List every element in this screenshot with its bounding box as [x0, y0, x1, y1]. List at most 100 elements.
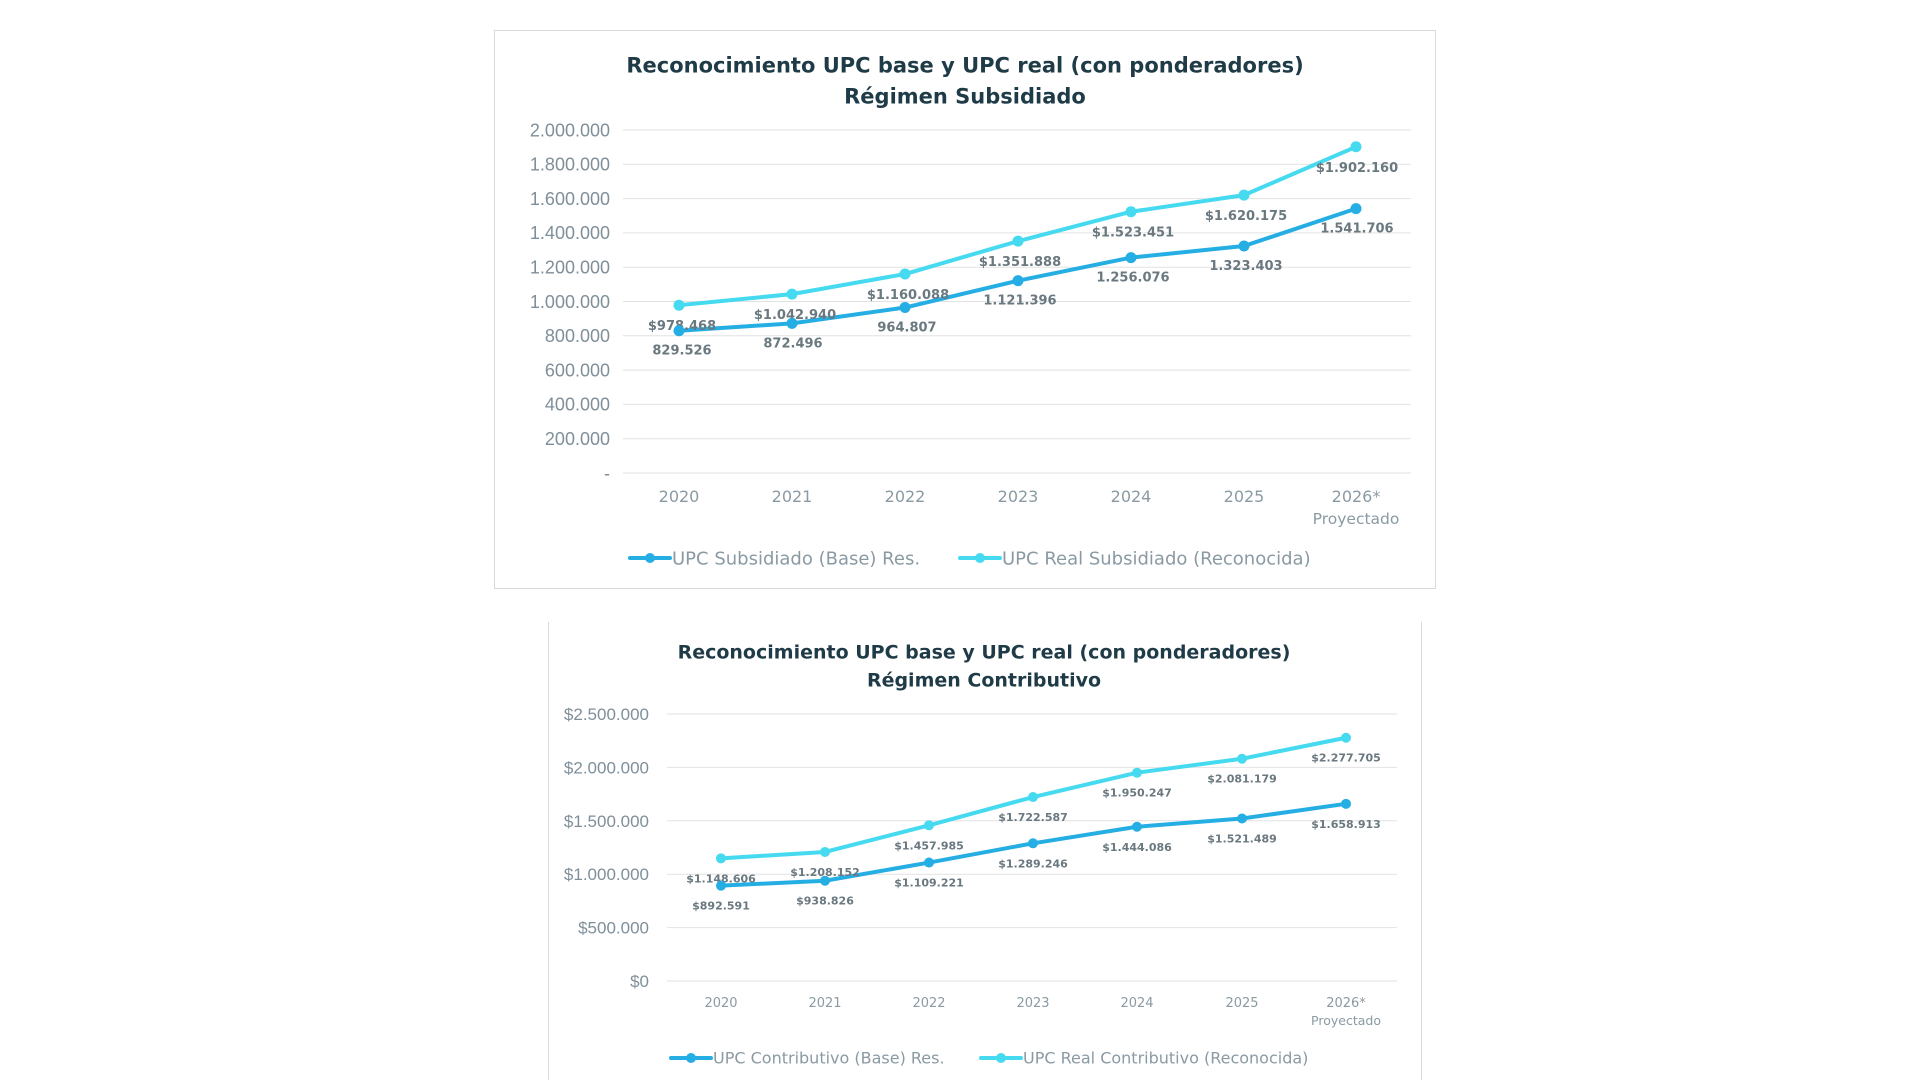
- data-point-real: [1028, 792, 1038, 803]
- data-point-real: [1125, 206, 1137, 218]
- data-label-real: $2.081.179: [1207, 773, 1277, 786]
- data-label-base: $1.289.246: [998, 857, 1068, 870]
- x-tick-label: 2020: [659, 487, 700, 506]
- y-tick-label: $2.500.000: [564, 705, 649, 724]
- x-tick-label: 2021: [772, 487, 813, 506]
- legend-label-real: UPC Real Subsidiado (Reconocida): [1002, 548, 1311, 569]
- x-tick-label: 2024: [1120, 996, 1153, 1011]
- y-tick-label: 200.000: [545, 429, 610, 449]
- y-tick-label: $1.000.000: [564, 865, 649, 884]
- chart-subsidiado-svg: Reconocimiento UPC base y UPC real (con …: [530, 53, 1411, 569]
- data-label-base: 872.496: [763, 336, 822, 351]
- legend-label-base: UPC Contributivo (Base) Res.: [713, 1049, 945, 1068]
- y-tick-label: 1.400.000: [530, 223, 610, 243]
- chart-title-line-2: Régimen Subsidiado: [844, 84, 1086, 108]
- chart-subsidiado: Reconocimiento UPC base y UPC real (con …: [494, 30, 1436, 589]
- data-point-base: [716, 880, 726, 891]
- y-tick-label: 1.200.000: [530, 258, 610, 278]
- data-point-base: [673, 325, 685, 337]
- x-tick-label: 2024: [1111, 487, 1152, 506]
- x-tick-label: 2025: [1225, 996, 1258, 1011]
- x-tick-label: 2025: [1224, 487, 1265, 506]
- legend-label-base: UPC Subsidiado (Base) Res.: [672, 548, 920, 569]
- x-tick-label: 2022: [912, 996, 945, 1011]
- data-point-base: [1341, 798, 1351, 809]
- y-tick-label: 1.800.000: [530, 155, 610, 175]
- data-point-base: [1350, 203, 1362, 215]
- data-point-real: [1341, 732, 1351, 743]
- data-label-real: $1.722.587: [998, 811, 1068, 824]
- data-point-base: [820, 875, 830, 886]
- x-tick-label: 2023: [998, 487, 1039, 506]
- data-label-real: $2.277.705: [1311, 752, 1381, 765]
- legend-label-real: UPC Real Contributivo (Reconocida): [1023, 1049, 1308, 1068]
- legend-marker-base: [645, 553, 655, 563]
- legend-marker-base: [686, 1053, 696, 1063]
- data-label-real: $1.620.175: [1205, 209, 1287, 224]
- y-tick-label: $0: [630, 972, 649, 991]
- x-tick-note: Proyectado: [1311, 1013, 1381, 1028]
- data-label-base: 1.256.076: [1096, 271, 1169, 286]
- y-tick-label: 800.000: [545, 326, 610, 346]
- data-point-real: [716, 853, 726, 864]
- x-tick-label: 2021: [808, 996, 841, 1011]
- y-tick-label: 1.000.000: [530, 292, 610, 312]
- chart-contributivo-svg: Reconocimiento UPC base y UPC real (con …: [564, 642, 1397, 1068]
- chart-title-line-1: Reconocimiento UPC base y UPC real (con …: [678, 642, 1291, 664]
- data-label-base: 829.526: [652, 344, 711, 359]
- data-label-base: 964.807: [877, 321, 936, 336]
- data-point-real: [786, 288, 798, 300]
- data-point-real: [1350, 141, 1362, 153]
- data-label-base: $1.109.221: [894, 877, 964, 890]
- x-tick-label: 2026*: [1332, 487, 1381, 506]
- data-label-base: 1.541.706: [1320, 222, 1393, 237]
- x-tick-label: 2022: [885, 487, 926, 506]
- y-tick-label: 600.000: [545, 360, 610, 380]
- data-label-base: $1.521.489: [1207, 833, 1277, 846]
- data-point-real: [1132, 767, 1142, 778]
- data-point-base: [1125, 252, 1137, 264]
- data-label-real: $1.523.451: [1092, 226, 1174, 241]
- y-tick-label: 400.000: [545, 395, 610, 415]
- data-point-base: [924, 857, 934, 868]
- data-label-real: $1.902.160: [1316, 161, 1398, 176]
- data-label-base: $938.826: [796, 895, 854, 908]
- data-point-base: [1237, 813, 1247, 824]
- data-point-real: [673, 299, 685, 311]
- data-point-base: [786, 317, 798, 329]
- data-label-real: $1.950.247: [1102, 787, 1172, 800]
- data-point-base: [1132, 821, 1142, 832]
- x-tick-label: 2026*: [1326, 996, 1366, 1011]
- data-point-real: [820, 846, 830, 857]
- data-label-base: 1.323.403: [1209, 259, 1282, 274]
- data-label-base: $1.658.913: [1311, 818, 1381, 831]
- data-label-real: $1.160.088: [867, 288, 949, 303]
- chart-contributivo: Reconocimiento UPC base y UPC real (con …: [548, 622, 1422, 1080]
- data-point-real: [899, 268, 911, 280]
- y-tick-label: 2.000.000: [530, 120, 610, 140]
- y-tick-label: -: [604, 463, 610, 483]
- data-label-real: $1.457.985: [894, 839, 964, 852]
- x-tick-note: Proyectado: [1313, 510, 1400, 528]
- data-label-base: 1.121.396: [983, 294, 1056, 309]
- data-point-base: [1028, 838, 1038, 849]
- data-point-real: [1238, 189, 1250, 201]
- chart-title-line-1: Reconocimiento UPC base y UPC real (con …: [626, 53, 1303, 77]
- data-point-real: [924, 820, 934, 831]
- y-tick-label: $2.000.000: [564, 758, 649, 777]
- x-tick-label: 2020: [704, 996, 737, 1011]
- data-point-base: [1238, 240, 1250, 252]
- legend-marker-real: [996, 1053, 1006, 1063]
- data-label-base: $892.591: [692, 900, 750, 913]
- y-tick-label: $500.000: [578, 919, 649, 938]
- data-point-base: [1012, 275, 1024, 287]
- data-point-real: [1012, 235, 1024, 247]
- y-tick-label: 1.600.000: [530, 189, 610, 209]
- data-label-real: $1.148.606: [686, 872, 756, 885]
- data-point-real: [1237, 753, 1247, 764]
- legend-marker-real: [975, 553, 985, 563]
- y-tick-label: $1.500.000: [564, 812, 649, 831]
- data-label-real: $1.042.940: [754, 308, 836, 323]
- chart-title-line-2: Régimen Contributivo: [867, 670, 1101, 692]
- data-point-base: [899, 302, 911, 314]
